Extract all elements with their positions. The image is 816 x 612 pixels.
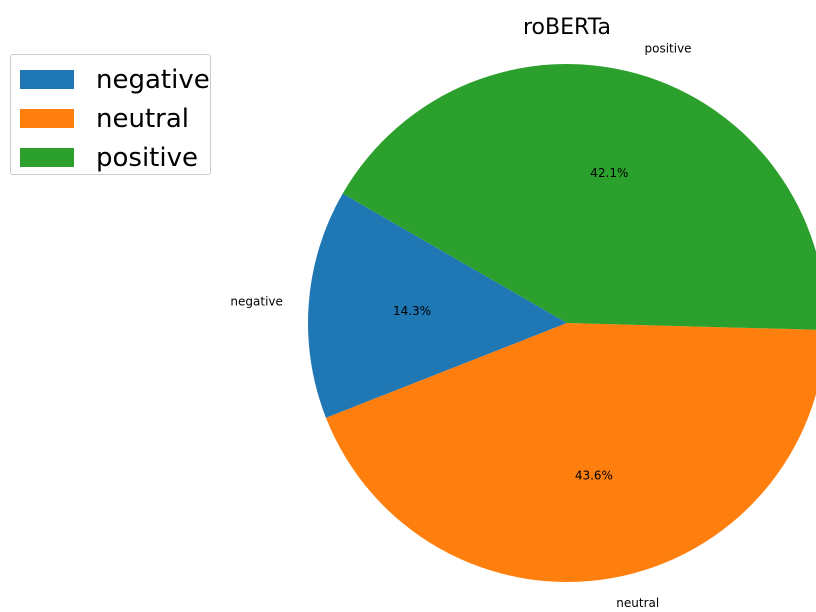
- legend-label-negative: negative: [96, 64, 210, 95]
- slice-percent-negative: 14.3%: [393, 304, 431, 318]
- legend: negative neutral positive: [10, 54, 211, 175]
- slice-percent-positive: 42.1%: [590, 166, 628, 180]
- slice-percent-neutral: 43.6%: [575, 469, 613, 483]
- slice-label-positive: positive: [645, 41, 692, 55]
- slice-label-neutral: neutral: [616, 596, 659, 610]
- slice-label-negative: negative: [230, 294, 282, 308]
- legend-swatch-neutral: [20, 109, 74, 128]
- legend-item-negative: negative: [20, 60, 210, 99]
- legend-label-neutral: neutral: [96, 103, 189, 134]
- legend-item-neutral: neutral: [20, 99, 210, 138]
- legend-item-positive: positive: [20, 138, 210, 177]
- legend-swatch-positive: [20, 148, 74, 167]
- legend-label-positive: positive: [96, 142, 198, 173]
- pie-slice-neutral: [325, 323, 816, 582]
- pie-slice-negative: [308, 193, 567, 418]
- pie-slice-positive: [342, 64, 816, 330]
- chart-title: roBERTa: [523, 15, 611, 40]
- legend-swatch-negative: [20, 70, 74, 89]
